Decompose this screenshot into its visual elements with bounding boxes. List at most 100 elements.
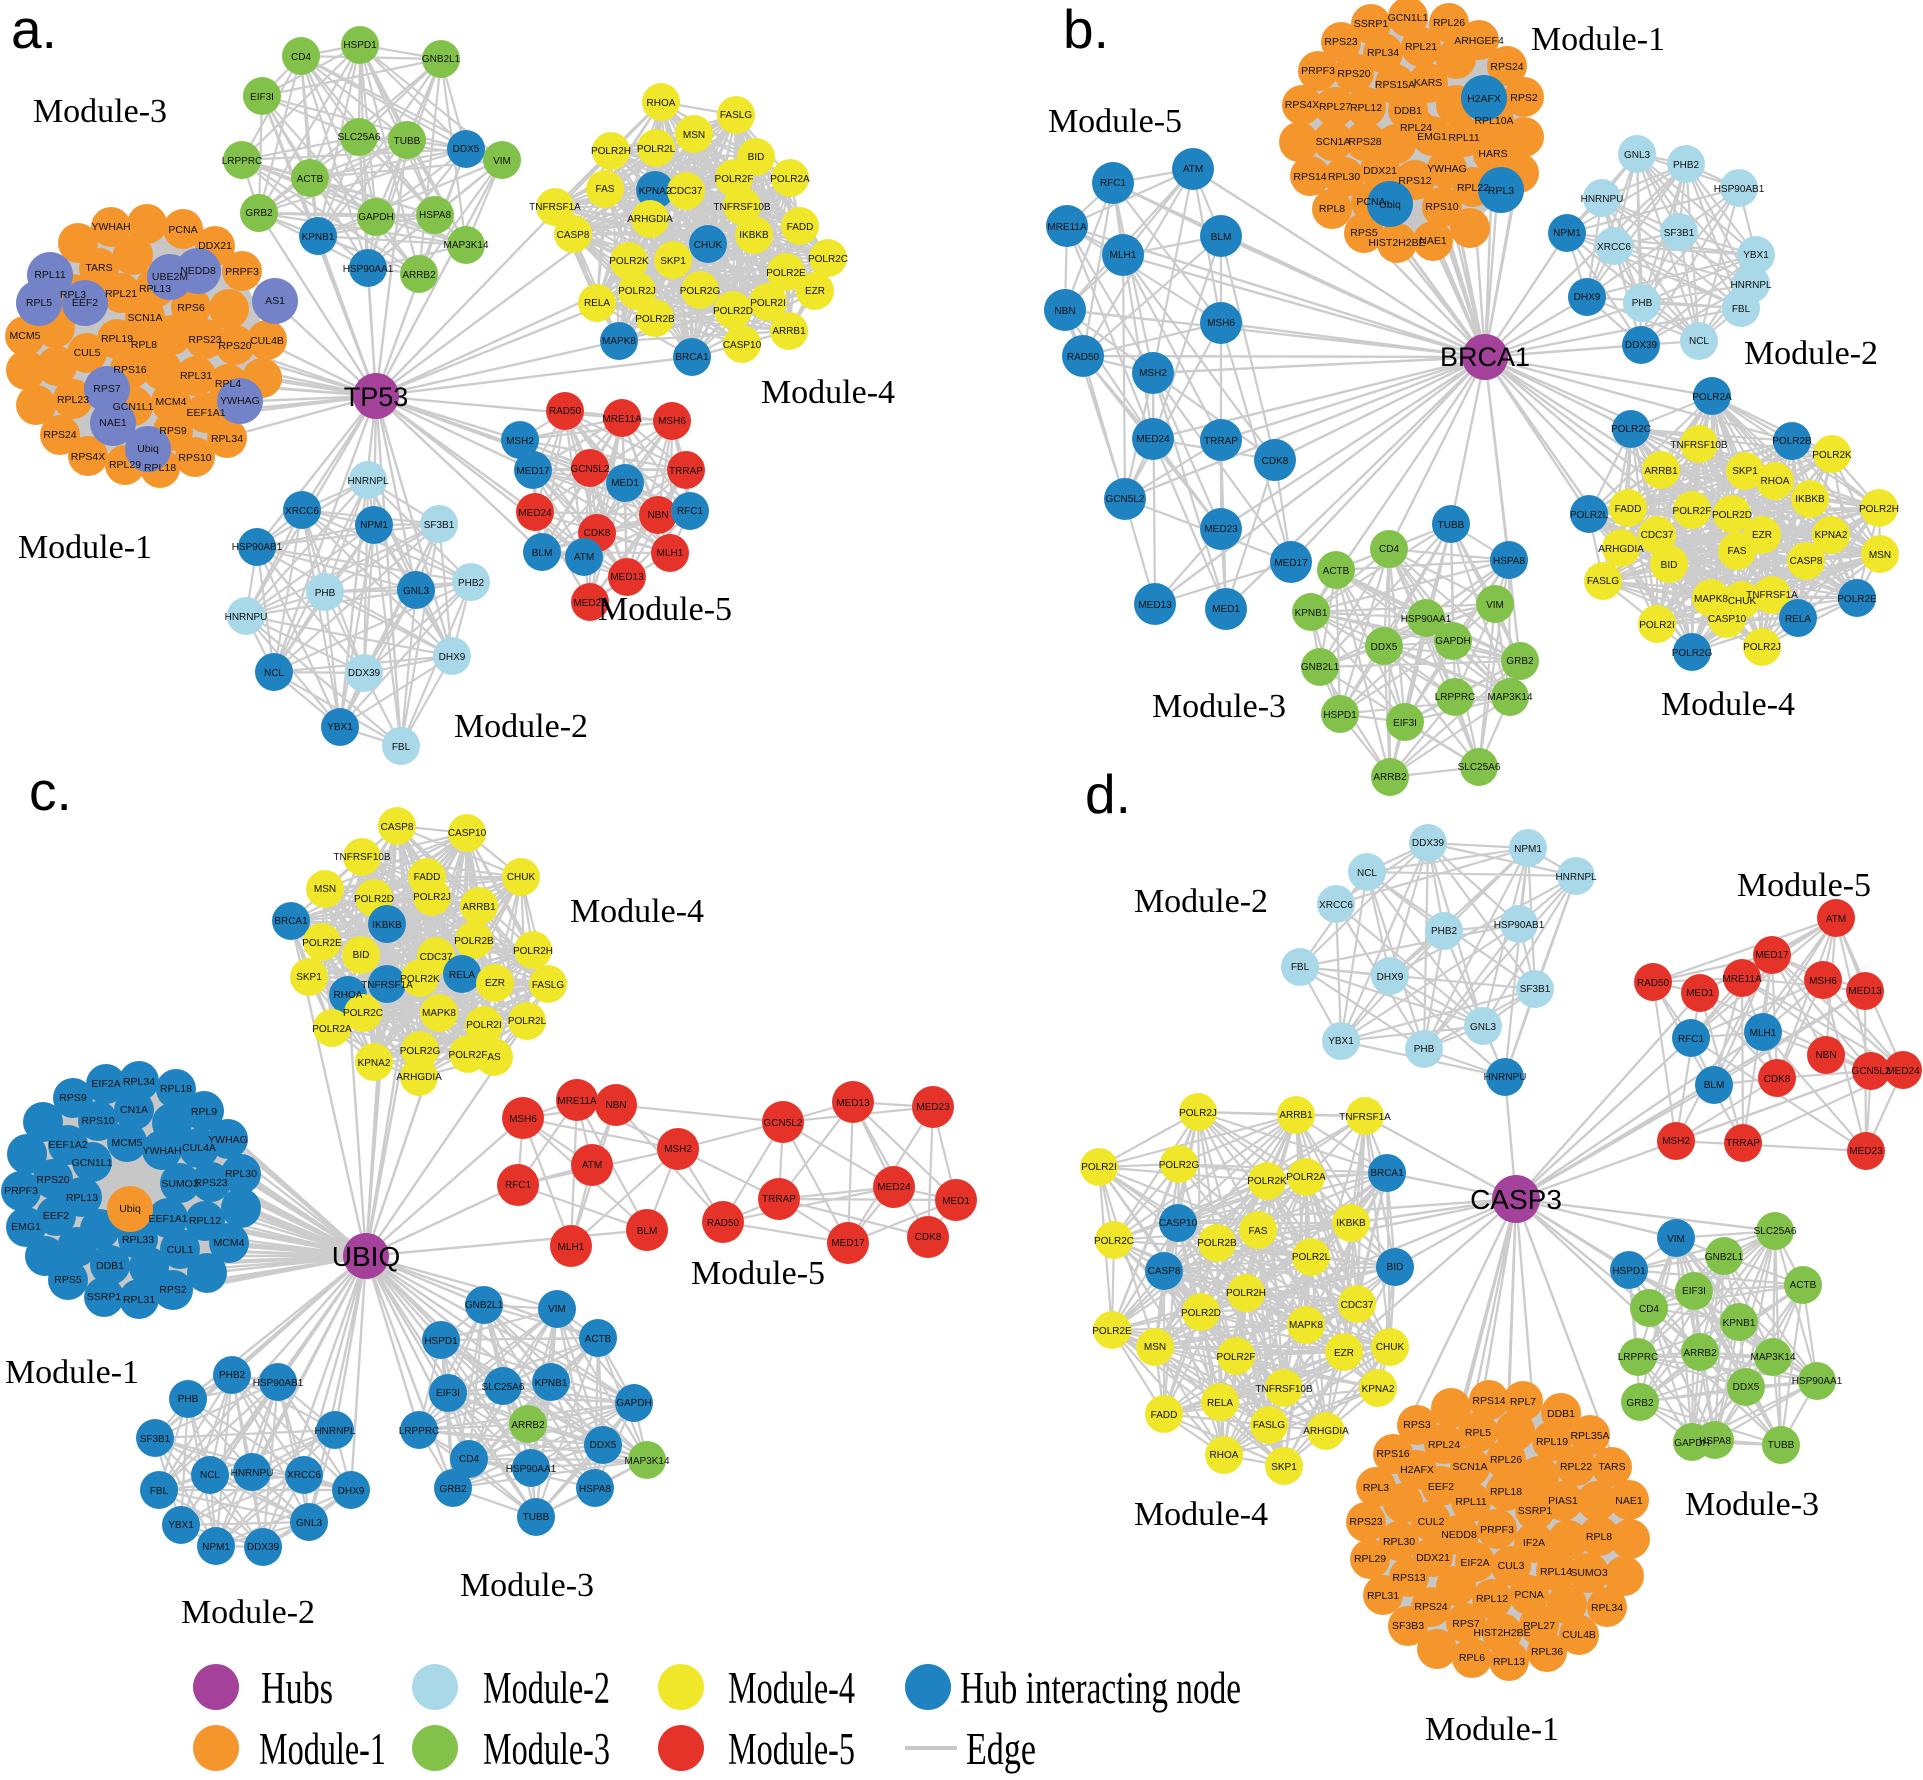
svg-text:FASLG: FASLG <box>720 110 752 121</box>
svg-text:RPL3: RPL3 <box>1488 185 1514 197</box>
svg-text:RPL12: RPL12 <box>1350 102 1382 114</box>
svg-text:Hubs: Hubs <box>261 1663 333 1713</box>
svg-text:EIF2A: EIF2A <box>91 1078 120 1090</box>
svg-text:SF3B1: SF3B1 <box>424 520 455 531</box>
svg-text:PRPF3: PRPF3 <box>4 1185 38 1197</box>
svg-text:MSH6: MSH6 <box>509 1114 537 1125</box>
svg-text:HNRNPU: HNRNPU <box>225 612 268 623</box>
svg-text:RELA: RELA <box>1207 1398 1233 1409</box>
svg-text:LRPPRC: LRPPRC <box>222 156 263 167</box>
svg-text:SKP1: SKP1 <box>660 256 686 267</box>
svg-text:RELA: RELA <box>584 298 610 309</box>
svg-text:DDX5: DDX5 <box>1733 1382 1760 1393</box>
svg-text:GNB2L1: GNB2L1 <box>1705 1252 1744 1263</box>
svg-text:Module-2: Module-2 <box>483 1663 610 1713</box>
svg-text:KPNA2: KPNA2 <box>1815 530 1848 541</box>
svg-text:RFC1: RFC1 <box>1100 178 1127 189</box>
svg-text:BID: BID <box>1387 1262 1404 1273</box>
svg-text:FASLG: FASLG <box>1253 1420 1285 1431</box>
svg-text:YWHAG: YWHAG <box>220 395 260 407</box>
svg-text:RPS5: RPS5 <box>54 1274 82 1286</box>
svg-text:HSP90AA1: HSP90AA1 <box>1401 614 1452 625</box>
svg-text:SF3B3: SF3B3 <box>1392 1620 1424 1632</box>
svg-text:CDC37: CDC37 <box>670 186 703 197</box>
svg-text:XRCC6: XRCC6 <box>1319 900 1353 911</box>
svg-text:HSP90AA1: HSP90AA1 <box>506 1464 557 1475</box>
svg-text:RPL18: RPL18 <box>144 462 176 474</box>
svg-text:ATM: ATM <box>582 1160 602 1171</box>
svg-text:DDX5: DDX5 <box>590 1440 617 1451</box>
svg-text:TNFRSF1A: TNFRSF1A <box>1339 1112 1391 1123</box>
svg-text:HSP90AA1: HSP90AA1 <box>1792 1376 1843 1387</box>
svg-text:PRPF3: PRPF3 <box>1301 65 1335 77</box>
svg-text:CASP10: CASP10 <box>448 828 487 839</box>
svg-text:RPL30: RPL30 <box>1383 1536 1415 1548</box>
svg-text:TARS: TARS <box>1598 1461 1625 1473</box>
svg-text:Module-2: Module-2 <box>181 1594 315 1631</box>
svg-text:ARRB2: ARRB2 <box>402 270 436 281</box>
svg-text:Edge: Edge <box>966 1724 1036 1774</box>
svg-text:CHUK: CHUK <box>1728 596 1757 607</box>
svg-text:CUL4B: CUL4B <box>250 335 284 347</box>
svg-text:RPL13: RPL13 <box>66 1192 98 1204</box>
svg-text:MED13: MED13 <box>1848 986 1882 997</box>
svg-text:KPNA2: KPNA2 <box>358 1058 391 1069</box>
svg-text:Module-4: Module-4 <box>761 374 895 411</box>
svg-text:RPS24: RPS24 <box>43 429 76 441</box>
svg-text:GAPDH: GAPDH <box>616 1398 652 1409</box>
svg-text:HSPA8: HSPA8 <box>579 1484 611 1495</box>
svg-text:CASP10: CASP10 <box>1159 1218 1198 1229</box>
svg-text:RPL8: RPL8 <box>131 339 157 351</box>
svg-text:POLR2H: POLR2H <box>1859 504 1899 515</box>
svg-text:HSP90AB1: HSP90AB1 <box>232 542 283 553</box>
svg-text:MAP3K14: MAP3K14 <box>443 240 488 251</box>
svg-text:RPS6: RPS6 <box>177 302 205 314</box>
svg-text:RPL14: RPL14 <box>1540 1566 1572 1578</box>
svg-text:RPL12: RPL12 <box>189 1215 221 1227</box>
svg-text:HNRNPL: HNRNPL <box>314 1426 356 1437</box>
svg-text:RPL33: RPL33 <box>122 1234 154 1246</box>
svg-text:RPS16: RPS16 <box>113 364 146 376</box>
svg-text:SKP1: SKP1 <box>1732 466 1758 477</box>
svg-text:NBN: NBN <box>1054 306 1075 317</box>
svg-text:NPM1: NPM1 <box>1514 844 1542 855</box>
svg-text:RPL30: RPL30 <box>1328 171 1360 183</box>
svg-text:MSH2: MSH2 <box>664 1144 692 1155</box>
svg-text:HSPA8: HSPA8 <box>419 210 451 221</box>
svg-text:XRCC6: XRCC6 <box>285 506 319 517</box>
svg-text:TUBB: TUBB <box>523 1512 550 1523</box>
svg-text:GNL3: GNL3 <box>1624 150 1651 161</box>
svg-text:TP53: TP53 <box>344 382 409 412</box>
svg-text:KPNB1: KPNB1 <box>1295 608 1328 619</box>
svg-text:BLM: BLM <box>532 548 553 559</box>
svg-text:RPS16: RPS16 <box>1376 1448 1409 1460</box>
svg-text:TUBB: TUBB <box>394 136 421 147</box>
svg-text:RPL5: RPL5 <box>26 297 52 309</box>
svg-text:GAPDH: GAPDH <box>1435 636 1471 647</box>
svg-text:RPS5: RPS5 <box>1350 227 1378 239</box>
svg-text:GNL3: GNL3 <box>296 1518 323 1529</box>
svg-text:HIST2H2BE: HIST2H2BE <box>1473 1627 1530 1639</box>
svg-text:ACTB: ACTB <box>1323 566 1350 577</box>
svg-text:RPL21: RPL21 <box>1405 41 1437 53</box>
svg-text:Module-1: Module-1 <box>1425 1711 1559 1748</box>
svg-text:POLR2H: POLR2H <box>591 146 631 157</box>
svg-text:POLR2E: POLR2E <box>1092 1326 1132 1337</box>
svg-text:PHB2: PHB2 <box>1431 926 1458 937</box>
svg-text:POLR2J: POLR2J <box>618 286 656 297</box>
svg-text:a.: a. <box>11 0 57 60</box>
svg-text:MSN: MSN <box>683 130 705 141</box>
svg-text:HSPD1: HSPD1 <box>343 40 377 51</box>
svg-text:MED24: MED24 <box>518 508 552 519</box>
svg-text:RFC1: RFC1 <box>677 506 704 517</box>
svg-text:HSPD1: HSPD1 <box>1612 1266 1646 1277</box>
svg-text:MLH1: MLH1 <box>657 548 684 559</box>
svg-text:ACTB: ACTB <box>1790 1280 1817 1291</box>
svg-text:EEF2: EEF2 <box>1428 1481 1454 1493</box>
svg-text:POLR2A: POLR2A <box>1692 392 1732 403</box>
svg-text:NEDD8: NEDD8 <box>180 265 216 277</box>
svg-text:MED1: MED1 <box>611 478 639 489</box>
svg-text:RPL6: RPL6 <box>1459 1652 1485 1664</box>
svg-text:RPS23: RPS23 <box>1324 36 1357 48</box>
svg-text:RPL24: RPL24 <box>1428 1439 1460 1451</box>
